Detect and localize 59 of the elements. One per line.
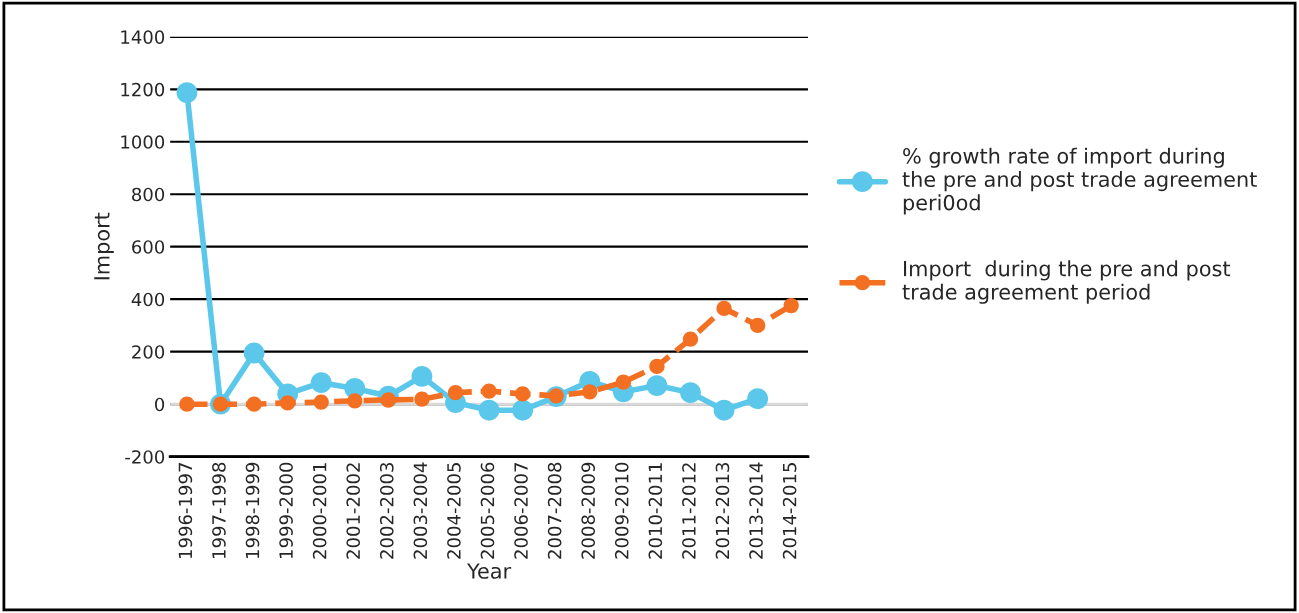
x-tick-label: 2011-2012 <box>682 463 696 559</box>
point <box>649 358 665 375</box>
x-tick-label: 2008-2009 <box>581 462 596 559</box>
point <box>512 399 534 421</box>
point <box>716 300 732 317</box>
point <box>414 391 430 407</box>
point <box>682 331 699 347</box>
x-tick-label: 1998-1999 <box>245 462 260 558</box>
point <box>582 384 598 400</box>
point <box>478 399 500 421</box>
point <box>783 297 799 314</box>
point <box>313 394 329 410</box>
y-tick-label: 600 <box>132 240 165 254</box>
y-axis-title: Import <box>94 212 114 280</box>
x-tick-label: 2013-2014 <box>749 462 763 559</box>
y-tick-label: 800 <box>132 187 165 202</box>
x-tick-label: 1997-1998 <box>212 462 226 558</box>
point <box>176 82 198 104</box>
legend-label: % growth rate of import during the pre and post trade agreement peri0od <box>902 147 1257 215</box>
point <box>615 374 631 390</box>
x-tick-label: 2000-2001 <box>312 463 327 559</box>
point <box>246 396 262 412</box>
x-tick-label: 2010-2011 <box>648 463 663 559</box>
point <box>646 375 668 396</box>
y-tick-label: -200 <box>125 450 165 464</box>
x-tick-label: 2004-2005 <box>447 463 461 559</box>
y-tick-label: 0 <box>155 397 165 412</box>
point <box>749 317 766 334</box>
x-axis-title: Year <box>466 563 512 579</box>
point <box>447 385 464 401</box>
x-tick-label: 2001-2002 <box>346 463 361 559</box>
point <box>411 365 433 387</box>
point <box>713 399 735 421</box>
y-tick-label: 1400 <box>121 30 165 44</box>
point <box>515 386 531 402</box>
x-tick-label: 2003-2004 <box>413 462 428 559</box>
point <box>310 372 332 394</box>
x-tick-label: 2005-2006 <box>480 462 495 559</box>
y-tick-label: 400 <box>131 292 165 307</box>
x-tick-label: 2002-2003 <box>379 462 394 559</box>
point <box>347 393 363 409</box>
point <box>747 388 769 410</box>
x-tick-label: 2012-2013 <box>715 462 730 559</box>
point <box>179 396 195 412</box>
y-tick-label: 1200 <box>121 82 165 97</box>
x-tick-label: 2014-2015 <box>782 463 797 559</box>
point <box>680 382 701 404</box>
point <box>481 383 497 399</box>
point <box>243 342 265 364</box>
y-tick-label: 1000 <box>121 135 165 149</box>
x-tick-label: 1999-2000 <box>279 462 293 558</box>
x-tick-label: 2007-2008 <box>547 462 562 559</box>
x-tick-label: 1996-1997 <box>178 463 193 558</box>
legend-label: Import during the pre and post trade agreement period <box>902 260 1231 304</box>
x-tick-label: 2009-2010 <box>614 462 629 559</box>
y-tick-label: 200 <box>132 345 165 359</box>
point <box>380 392 397 408</box>
point <box>280 395 296 411</box>
x-tick-label: 2006-2007 <box>514 463 528 559</box>
